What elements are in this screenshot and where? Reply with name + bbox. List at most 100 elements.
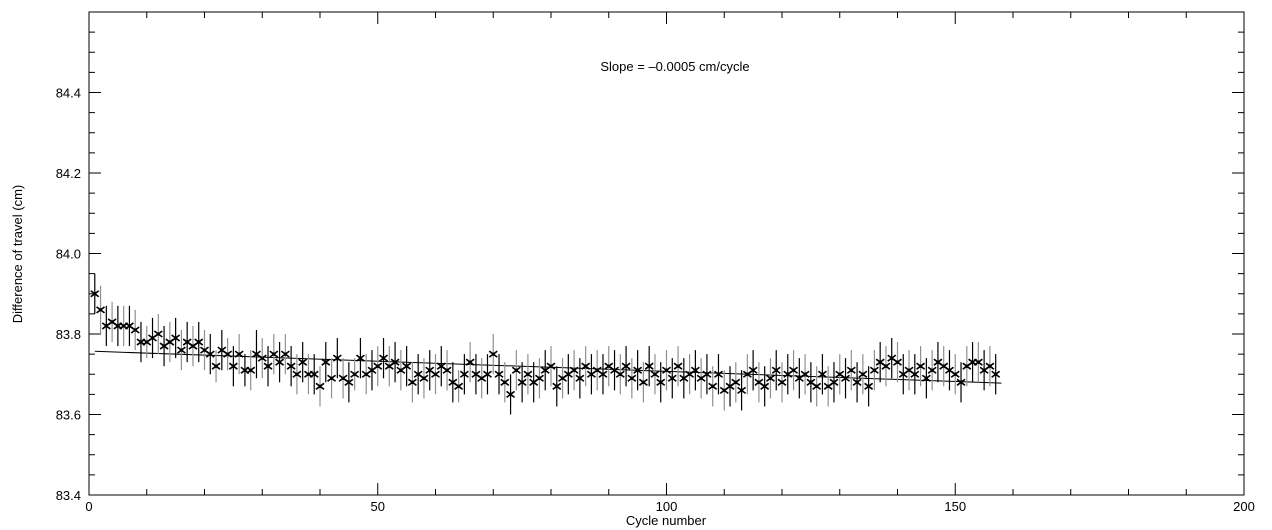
data-point-center: [485, 372, 490, 376]
data-point-center: [543, 368, 547, 372]
data-point: [921, 374, 931, 382]
data-point: [534, 374, 544, 382]
x-tick-label: 50: [371, 499, 385, 514]
data-point-center: [809, 380, 813, 384]
data-point-center: [930, 368, 934, 372]
data-point-center: [254, 352, 259, 356]
data-point: [627, 374, 637, 382]
data-point-center: [468, 360, 472, 364]
data-point-center: [716, 372, 721, 376]
data-point: [90, 290, 100, 298]
data-point-center: [358, 356, 363, 360]
data-point-center: [838, 372, 842, 376]
data-point-center: [168, 340, 172, 344]
data-point-center: [312, 372, 316, 376]
x-tick-label: 0: [85, 499, 92, 514]
data-point: [465, 358, 475, 366]
data-point-center: [791, 368, 796, 372]
data-point: [459, 370, 469, 378]
data-point: [488, 350, 498, 358]
y-tick-label: 83.8: [56, 327, 81, 342]
data-point-center: [98, 308, 103, 312]
data-point-center: [751, 368, 755, 372]
data-point: [598, 370, 608, 378]
data-point-center: [272, 352, 276, 356]
data-point: [771, 366, 781, 374]
data-point: [419, 374, 429, 382]
data-point: [829, 378, 839, 386]
x-axis-label: Cycle number: [626, 513, 707, 528]
data-point: [194, 338, 204, 346]
data-point-center: [318, 384, 322, 388]
data-point-center: [508, 392, 513, 396]
data-point: [280, 350, 290, 358]
data-point-center: [919, 364, 923, 368]
data-point-center: [295, 372, 299, 376]
data-point-center: [174, 336, 178, 340]
data-point-center: [162, 344, 166, 348]
data-point-center: [283, 352, 287, 356]
data-point-center: [924, 376, 928, 380]
data-point-center: [428, 368, 432, 372]
data-point-center: [855, 380, 859, 384]
data-point: [841, 374, 851, 382]
data-point-center: [566, 372, 570, 376]
data-point-center: [301, 360, 305, 364]
data-point-center: [982, 368, 986, 372]
data-point-center: [820, 372, 825, 376]
data-point-center: [243, 368, 247, 372]
y-tick-label: 84.4: [56, 86, 81, 101]
data-point-center: [289, 364, 293, 368]
data-point: [731, 378, 741, 386]
data-point-center: [682, 376, 686, 380]
data-point-center: [676, 364, 680, 368]
slope-annotation: Slope = –0.0005 cm/cycle: [600, 59, 749, 74]
data-point: [379, 354, 389, 362]
data-point: [621, 362, 631, 370]
data-point-center: [260, 356, 264, 360]
data-point-center: [93, 292, 97, 296]
data-point-center: [763, 384, 767, 388]
data-point-center: [341, 376, 345, 380]
error-bar-group: [94, 273, 997, 415]
data-point: [615, 370, 625, 378]
data-point: [257, 354, 267, 362]
data-point-center: [965, 364, 969, 368]
data-point-center: [156, 332, 160, 336]
data-point-center: [826, 384, 830, 388]
data-point-center: [745, 372, 749, 376]
data-point-center: [491, 352, 495, 356]
data-point-center: [878, 360, 882, 364]
data-point-center: [739, 388, 744, 392]
data-point-center: [970, 360, 975, 364]
data-point-center: [127, 324, 132, 328]
data-point-center: [578, 376, 582, 380]
data-point-center: [370, 368, 374, 372]
data-point-center: [139, 340, 143, 344]
data-point: [223, 350, 233, 358]
data-point-center: [711, 384, 715, 388]
data-point: [991, 370, 1001, 378]
data-point: [737, 386, 747, 394]
data-point-center: [445, 368, 449, 372]
data-point: [205, 350, 215, 358]
data-point: [581, 362, 591, 370]
data-point: [916, 362, 926, 370]
data-point: [332, 354, 342, 362]
data-point: [777, 378, 787, 386]
data-point: [748, 366, 758, 374]
data-point-center: [664, 368, 669, 372]
data-point-center: [503, 380, 507, 384]
tick-group: [88, 12, 1245, 496]
data-point-center: [988, 364, 992, 368]
data-point: [852, 378, 862, 386]
data-point: [454, 382, 464, 390]
tick-label-group: 0 50 100 150 200 83.4 83.6 83.8 84.0 84.2 84.4: [56, 86, 1255, 515]
y-tick-label: 84.0: [56, 247, 81, 262]
data-point-center: [220, 348, 224, 352]
data-point: [373, 362, 383, 370]
data-point-center: [416, 372, 420, 376]
data-point-center: [618, 372, 622, 376]
data-point: [402, 362, 412, 370]
data-point-center: [179, 348, 183, 352]
